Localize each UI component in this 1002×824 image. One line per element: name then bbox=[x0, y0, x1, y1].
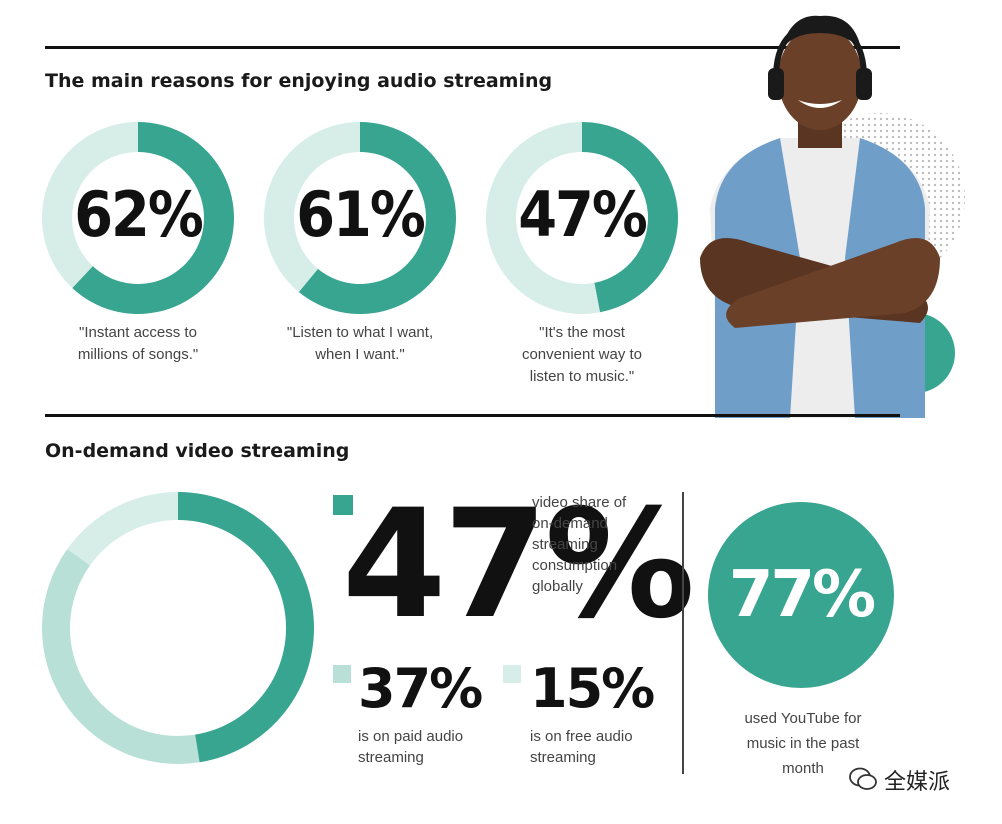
video-streaming-donut-chart bbox=[41, 492, 315, 764]
donut-2-slice-value bbox=[298, 122, 456, 314]
donut-chart-3 bbox=[486, 122, 678, 314]
head bbox=[778, 26, 862, 130]
vertical-divider bbox=[682, 492, 684, 774]
top-divider bbox=[45, 46, 900, 49]
donut-2-slice-rest bbox=[264, 122, 360, 292]
donut-chart-1 bbox=[42, 122, 234, 314]
youtube-stat-circle: 77% bbox=[708, 502, 894, 688]
donut-1-slice-rest bbox=[42, 122, 138, 288]
donut-1-slice-value bbox=[72, 122, 234, 314]
legend-square-video bbox=[333, 495, 353, 515]
donut-1-caption: "Instant access to millions of songs." bbox=[77, 324, 199, 363]
legend-square-paid bbox=[333, 665, 351, 683]
section2-title: On-demand video streaming bbox=[45, 440, 350, 462]
donut-2-caption: "Listen to what I want, when I want." bbox=[286, 324, 434, 363]
donut-slice-free-audio bbox=[67, 492, 178, 566]
section1-title: The main reasons for enjoying audio stre… bbox=[45, 70, 553, 92]
donut-3-slice-value bbox=[582, 122, 678, 313]
donut-3-value: 47% bbox=[518, 178, 648, 251]
video-share-text: video share of on-demand streaming consu… bbox=[532, 494, 627, 595]
donut-1-value: 62% bbox=[74, 178, 204, 251]
donut-3-caption: "It's the most convenient way to listen … bbox=[521, 324, 643, 385]
donut-chart-2 bbox=[264, 122, 456, 314]
legend-square-free bbox=[503, 665, 521, 683]
watermark-text: 全媒派 bbox=[884, 770, 951, 795]
youtube-stat-value: 77% bbox=[728, 558, 876, 632]
wechat-icon bbox=[848, 766, 878, 792]
donut-2-value: 61% bbox=[296, 178, 426, 251]
middle-divider bbox=[45, 414, 900, 417]
donut-slice-video bbox=[178, 492, 315, 763]
free-audio-value: 15% bbox=[530, 657, 655, 720]
donut-slice-paid-audio bbox=[41, 549, 200, 764]
paid-audio-value: 37% bbox=[358, 657, 483, 720]
video-share-value: 47% bbox=[342, 478, 695, 652]
man-with-headphones-illustration bbox=[700, 15, 965, 418]
free-audio-text: is on free audio streaming bbox=[530, 728, 633, 766]
paid-audio-text: is on paid audio streaming bbox=[358, 728, 464, 766]
headphones-icon bbox=[773, 20, 867, 79]
donut-3-slice-rest bbox=[486, 122, 600, 314]
youtube-stat-text: used YouTube for music in the past month bbox=[744, 710, 862, 777]
